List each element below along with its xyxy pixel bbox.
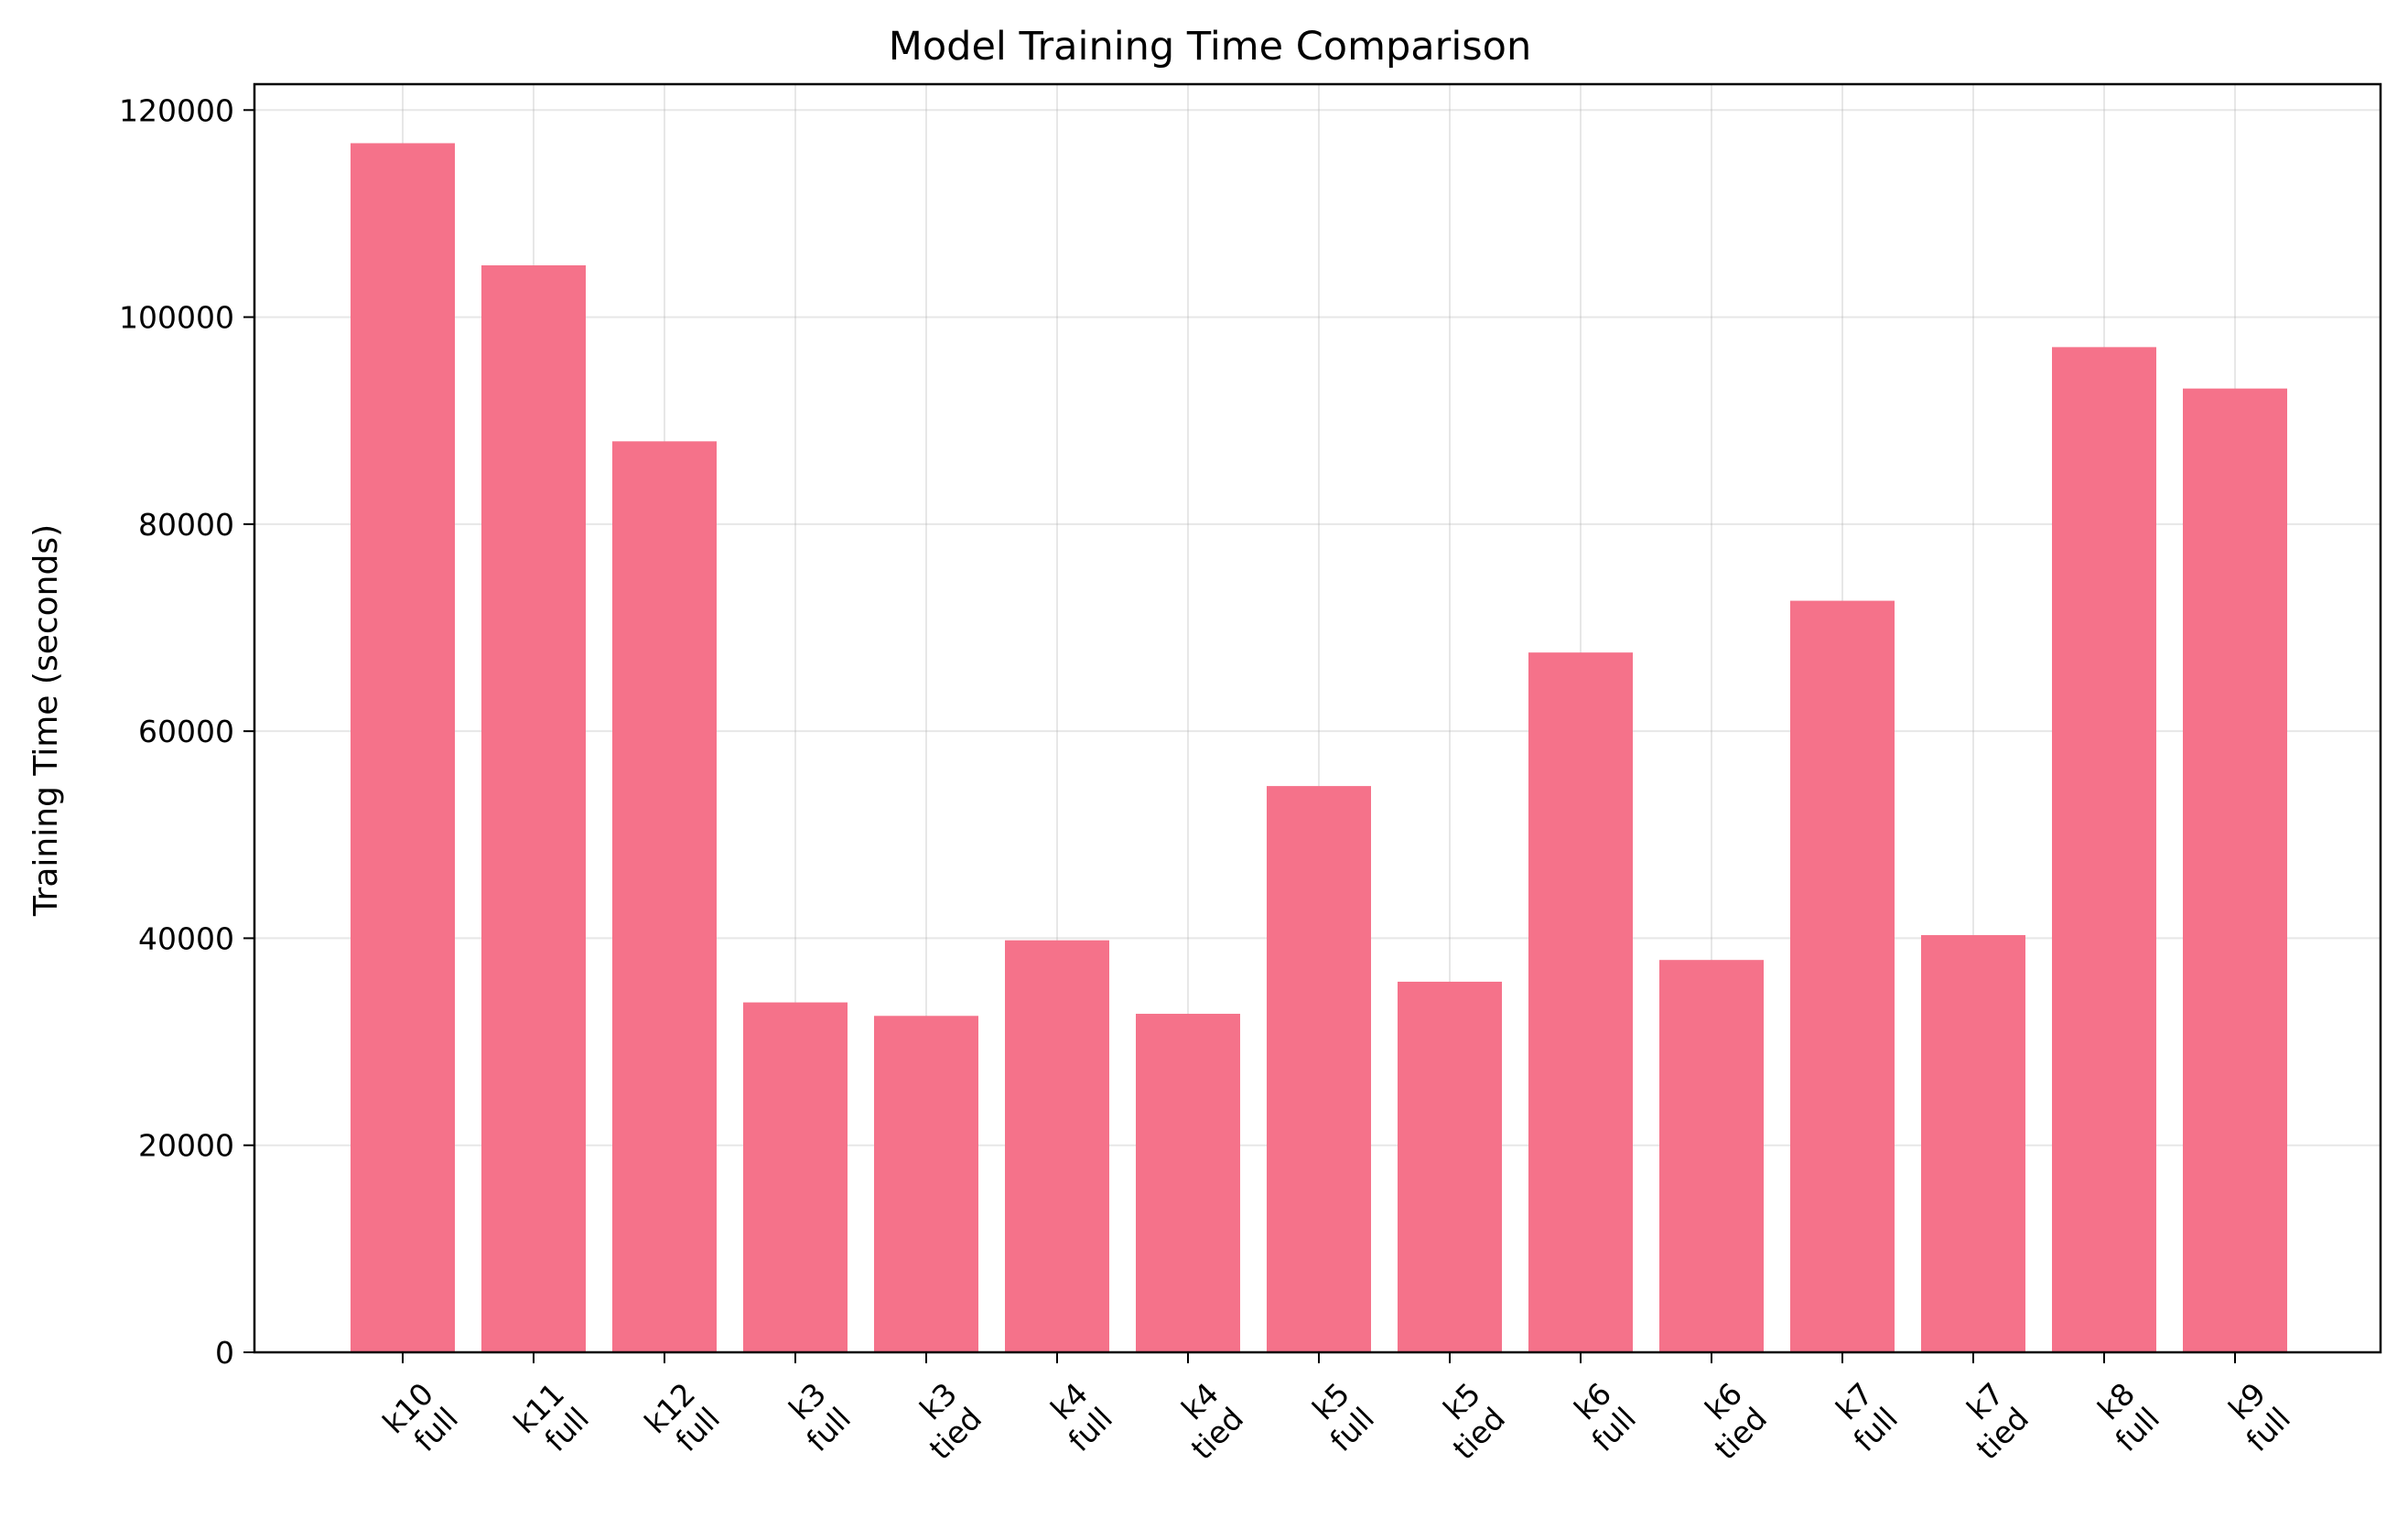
bar — [1398, 981, 1502, 1352]
bar — [1790, 600, 1895, 1352]
bar — [1136, 1014, 1240, 1352]
bar — [1659, 960, 1764, 1352]
y-tick-label: 0 — [215, 1335, 234, 1371]
bar — [1267, 786, 1371, 1352]
y-axis-ticks: 0 20000 40000 60000 80000 100000 120000 — [119, 92, 254, 1371]
plot-area-frame — [253, 82, 2382, 1354]
y-axis-label: Training Time (seconds) — [27, 524, 65, 917]
bar — [2183, 388, 2287, 1352]
bar — [874, 1016, 978, 1352]
y-tick-label: 20000 — [138, 1128, 234, 1164]
bar-series — [351, 143, 2287, 1353]
bar — [1528, 652, 1633, 1352]
y-tick-label: 120000 — [119, 92, 234, 128]
y-tick-label: 60000 — [138, 714, 234, 749]
chart-title: Model Training Time Comparison — [889, 24, 1531, 70]
bar — [1921, 935, 2025, 1352]
bar — [743, 1002, 848, 1352]
bar — [481, 265, 586, 1352]
y-tick-label: 100000 — [119, 300, 234, 336]
bar — [351, 143, 455, 1352]
bar — [1005, 940, 1109, 1352]
y-tick-label: 80000 — [138, 507, 234, 543]
bar — [2052, 347, 2156, 1353]
bar — [612, 441, 717, 1352]
y-tick-label: 40000 — [138, 920, 234, 956]
